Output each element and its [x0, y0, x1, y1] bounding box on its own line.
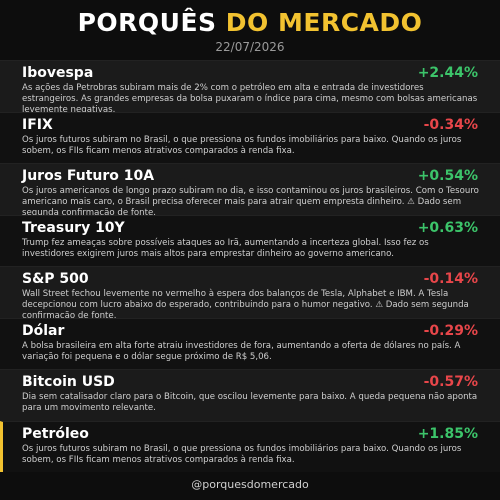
- item-description: Os juros futuros subiram no Brasil, o qu…: [22, 134, 462, 156]
- item-row: Ibovespa +2.44% As ações da Petrobras subi…: [0, 60, 500, 115]
- item-list: Ibovespa +2.44% As ações da Petrobras subi…: [0, 60, 500, 472]
- item-row: Juros Futuro 10A +0.54% Os juros americano…: [0, 163, 500, 218]
- item-change: -0.57%: [423, 374, 478, 390]
- item-row: Petróleo +1.85% Os juros futuros subiram n…: [0, 420, 500, 472]
- item-description: Wall Street fechou levemente no vermelho…: [22, 289, 469, 321]
- item-name: Juros Futuro 10A: [22, 168, 155, 184]
- date: 22/07/2026: [215, 40, 285, 54]
- item-name: Ibovespa: [22, 65, 94, 81]
- item-change: +2.44%: [417, 65, 478, 81]
- item-row: Treasury 10Y +0.63% Trump fez ameaças sobr…: [0, 214, 500, 266]
- item-description: Os juros futuros subiram no Brasil, o qu…: [22, 443, 462, 465]
- item-name: Dólar: [22, 322, 65, 339]
- item-name: Bitcoin USD: [22, 374, 115, 390]
- item-change: +0.54%: [417, 168, 478, 184]
- item-change: +0.63%: [417, 219, 478, 236]
- item-description: As ações da Petrobras subiram mais de 2%…: [22, 83, 478, 115]
- item-row: IFIX -0.34% Os juros futuros subiram no Br…: [0, 111, 500, 163]
- item-name: Petróleo: [22, 425, 89, 442]
- item-change: +1.85%: [417, 425, 478, 442]
- title: PORQUÊS DO MERCADO: [0, 8, 500, 37]
- item-description: Dia sem catalisador claro para o Bitcoin…: [22, 392, 478, 413]
- item-row: S&P 500 -0.14% Wall Street fechou levement…: [0, 266, 500, 321]
- item-change: -0.34%: [423, 116, 478, 133]
- title-yellow: DO MERCADO: [225, 8, 423, 37]
- item-change: -0.29%: [423, 322, 478, 339]
- item-description: Trump fez ameaças sobre possíveis ataque…: [22, 237, 429, 259]
- item-change: -0.14%: [423, 271, 478, 287]
- item-name: S&P 500: [22, 271, 89, 287]
- item-description: A bolsa brasileira em alta forte atraiu …: [22, 340, 461, 362]
- footer-handle: @porquesdomercado: [191, 478, 309, 491]
- title-white: PORQUÊS: [77, 8, 217, 37]
- item-row: Bitcoin USD -0.57% Dia sem catalisador cla…: [0, 369, 500, 421]
- item-name: Treasury 10Y: [22, 219, 125, 236]
- item-name: IFIX: [22, 116, 53, 133]
- item-description: Os juros americanos de longo prazo subir…: [22, 186, 479, 218]
- item-row: Dólar -0.29% A bolsa brasileira em alta fo…: [0, 317, 500, 369]
